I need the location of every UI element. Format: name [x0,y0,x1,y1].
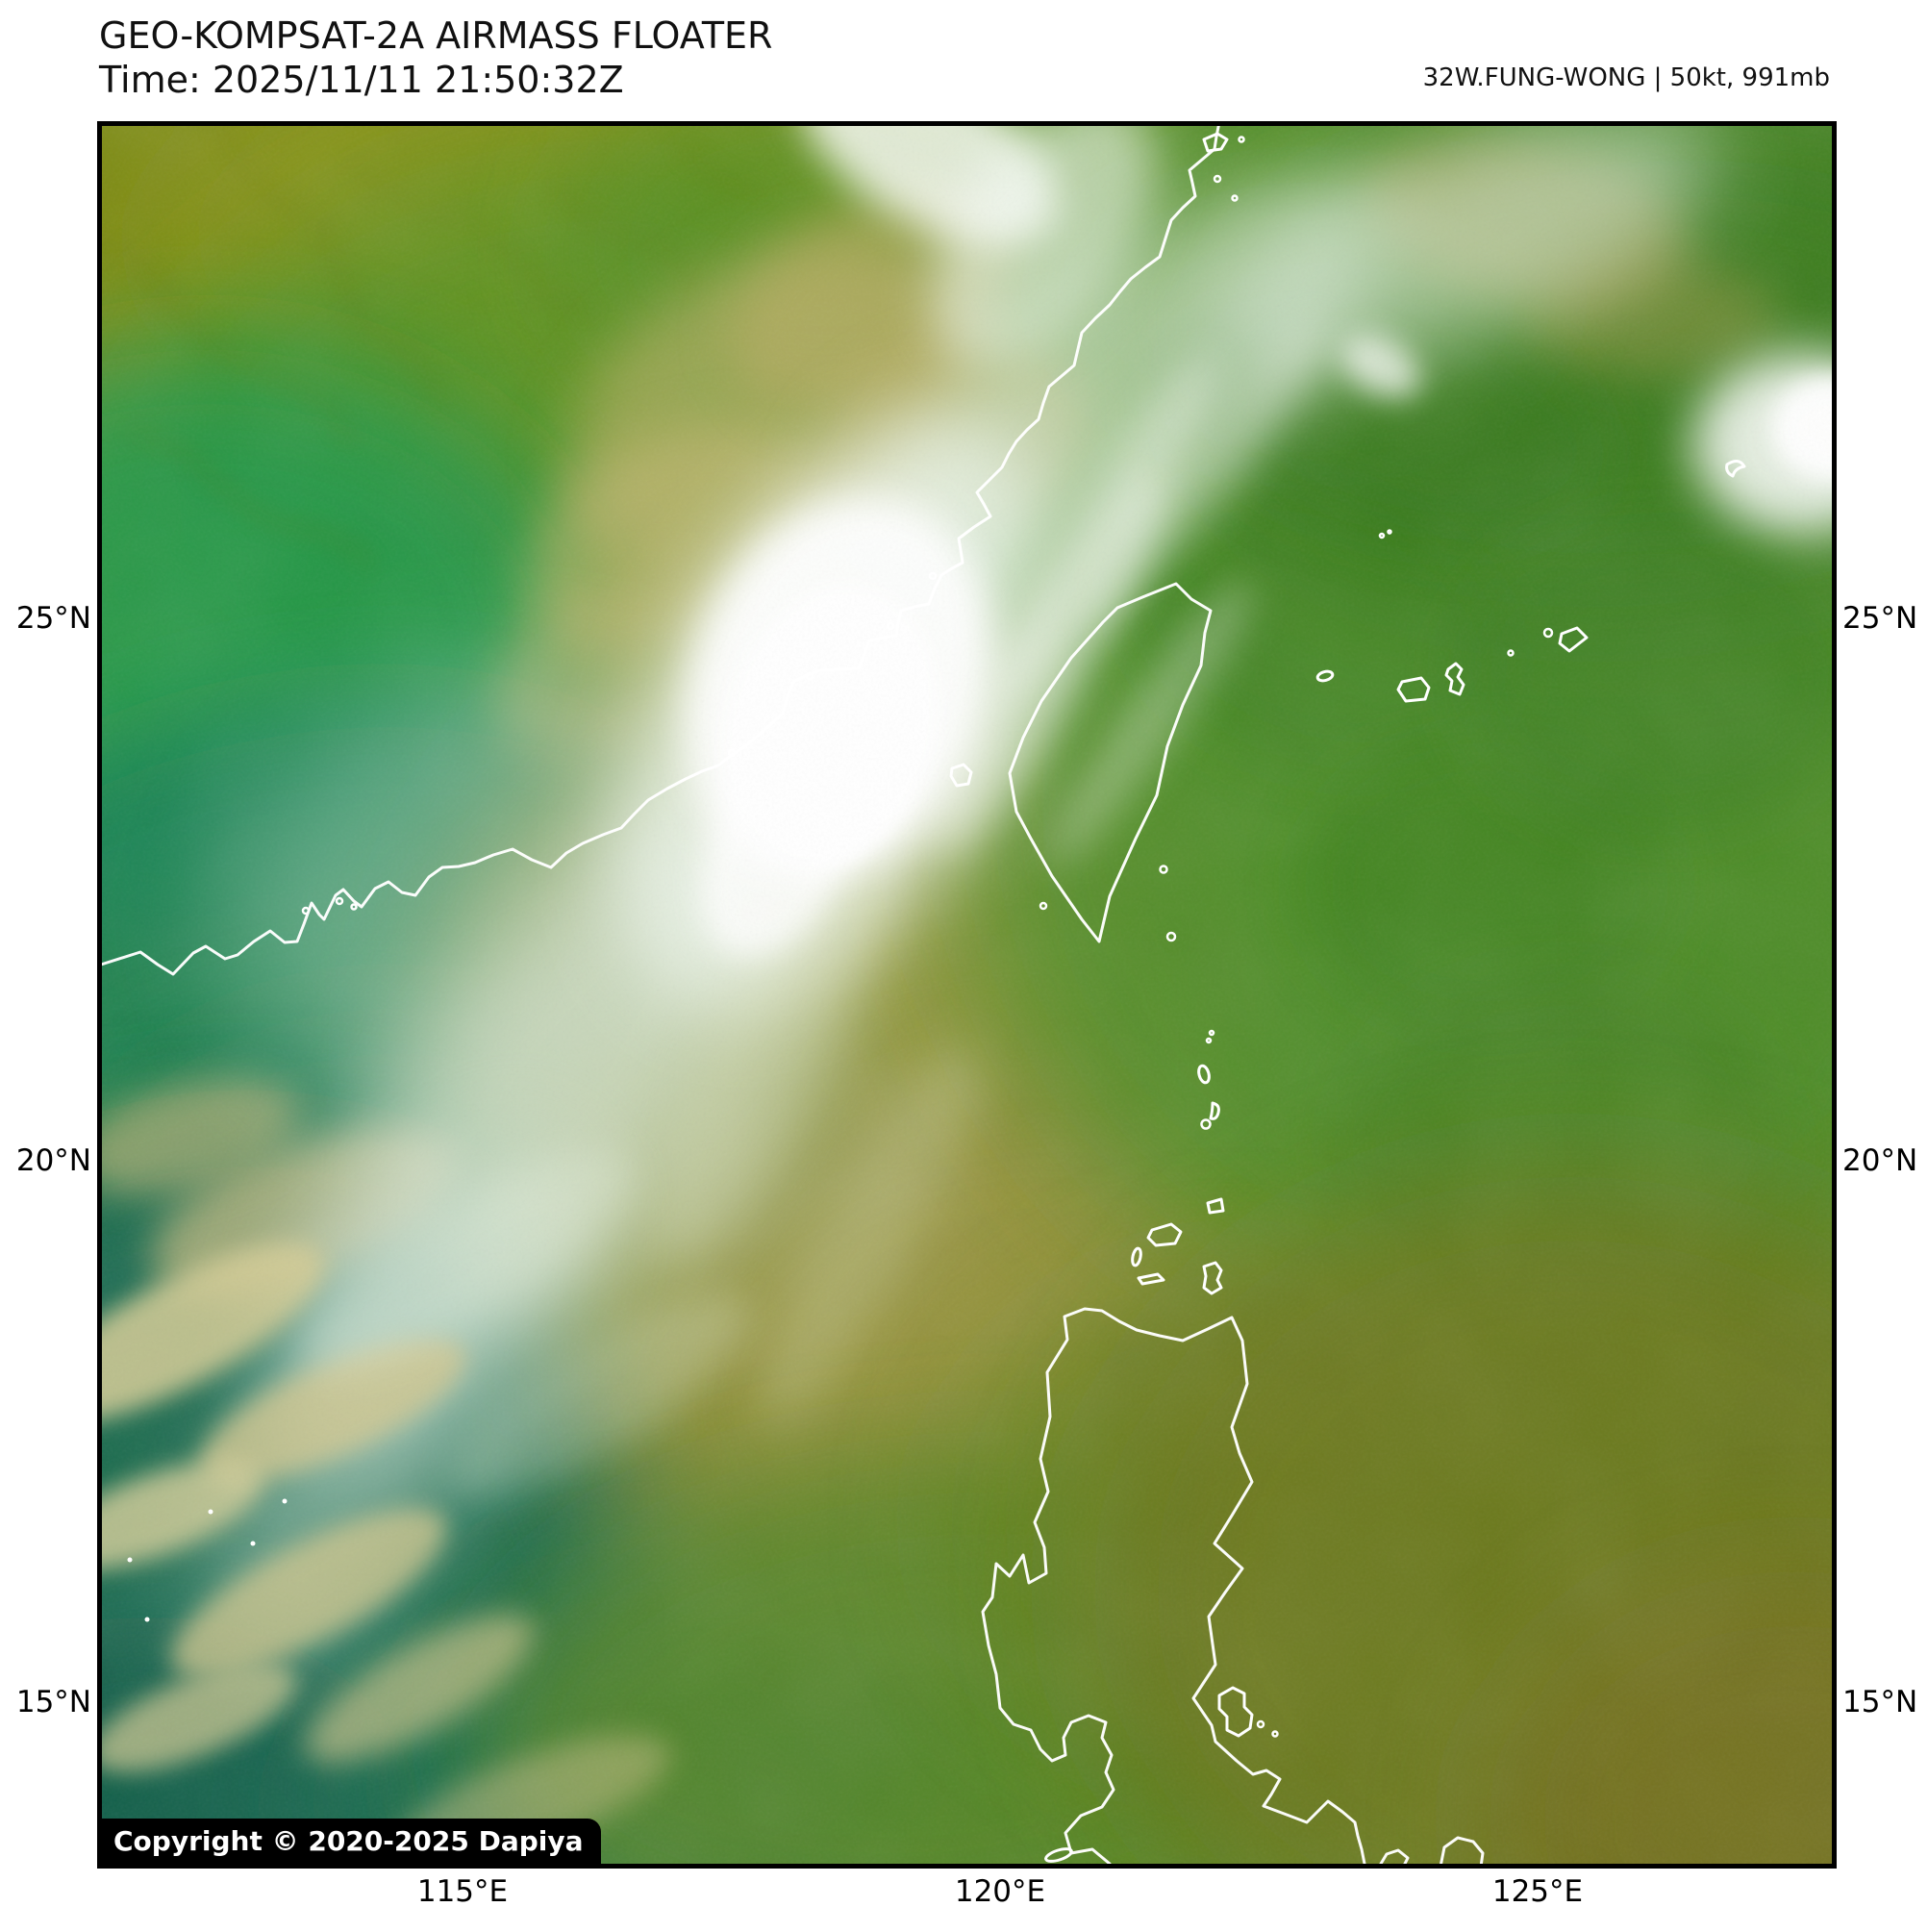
islet-outline [1200,1118,1212,1130]
lat-label-left: 15°N [15,1685,91,1719]
island-outline [1197,1064,1211,1085]
coastline-taiwan [1008,582,1213,943]
islet-outline [1231,194,1239,202]
island-outline [1209,1101,1220,1120]
coastline-china-coast [102,126,1220,976]
lat-label-right: 20°N [1842,1143,1918,1178]
white-speck [282,1498,288,1504]
islet-outline [1387,529,1392,535]
islet-outline [1165,931,1177,942]
islet-outline [1205,1037,1213,1044]
coastlines [102,126,1485,1864]
white-speck [144,1617,150,1622]
island-outline [1396,676,1431,703]
islet-outline [350,903,358,911]
storm-info: 32W.FUNG-WONG | 50kt, 991mb [1422,63,1830,92]
islet-outline [1378,532,1386,539]
islet-outline [1039,901,1048,911]
islet-outline [301,906,311,916]
grain-texture [102,126,1832,1864]
lat-label-left: 25°N [15,601,91,636]
islet-outline [727,748,737,758]
island-outline [1558,626,1589,653]
timestamp: Time: 2025/11/11 21:50:32Z [99,59,624,101]
coastline-catanduanes [1440,1836,1485,1864]
islet-outline [805,671,814,681]
lon-label: 125°E [1491,1874,1584,1909]
coastline-caramoan [1379,1848,1410,1864]
islet-outline [928,571,938,581]
islet-outline [1256,1719,1265,1729]
island-outline [1444,662,1465,696]
island-outline [1146,1222,1183,1247]
island-outline [1131,1246,1142,1267]
copyright-badge: Copyright © 2020-2025 Dapiya [102,1819,601,1864]
island-outline [1202,132,1229,153]
satellite-map-frame: Copyright © 2020-2025 Dapiya [97,121,1837,1869]
lat-label-left: 20°N [15,1143,91,1178]
coastline-luzon [981,1307,1366,1864]
islet-outline [1238,136,1245,143]
lat-label-right: 15°N [1842,1685,1918,1719]
island-outlines [301,132,1746,1863]
island-outline [1202,1261,1223,1295]
satellite-image [102,126,1832,1864]
islet-outline [1507,649,1515,657]
islet-outline [335,896,344,906]
lon-label: 120°E [954,1874,1046,1909]
island-outline [1315,669,1335,683]
islet-outline [1213,174,1222,184]
island-outline [1044,1847,1073,1863]
white-speck [250,1541,256,1546]
page-title: GEO-KOMPSAT-2A AIRMASS FLOATER [99,14,773,57]
white-speck [208,1509,213,1515]
island-outline [1206,1197,1225,1215]
islet-outline [886,621,895,631]
title-block: GEO-KOMPSAT-2A AIRMASS FLOATER Time: 202… [99,13,772,102]
islet-outline [1271,1730,1279,1738]
island-outline [949,763,973,788]
islet-outline [1159,865,1168,874]
islet-outline [1208,1029,1215,1037]
white-speck [127,1557,133,1563]
island-outline [1725,460,1746,478]
lon-label: 115°E [416,1874,509,1909]
island-outline [1137,1272,1165,1286]
island-outline [1217,1686,1254,1738]
lat-label-right: 25°N [1842,601,1918,636]
white-speck-dots [127,1498,288,1622]
islet-outline [1542,627,1554,639]
